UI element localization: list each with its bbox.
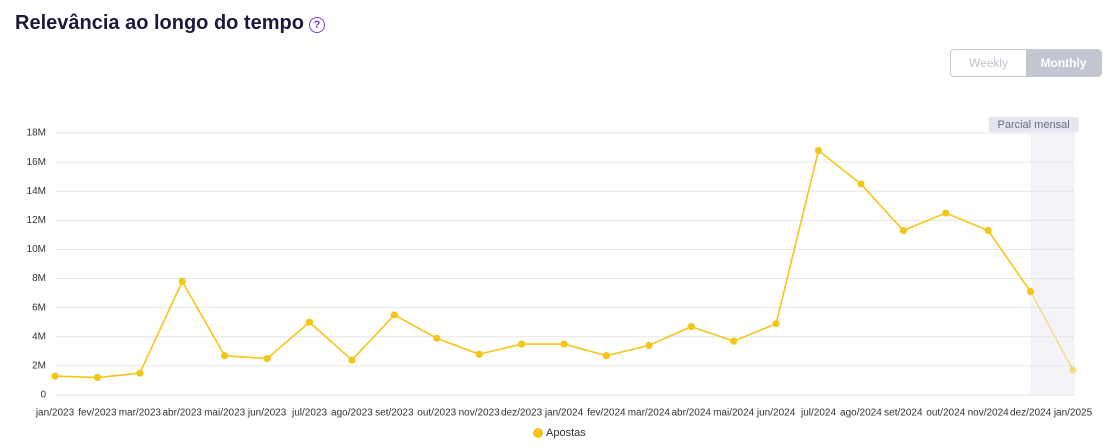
data-point (221, 352, 229, 360)
partial-region (1030, 133, 1075, 395)
x-tick-label: jan/2025 (1053, 408, 1093, 419)
data-point (305, 318, 314, 326)
x-tick-label: jul/2023 (291, 408, 327, 419)
data-point (136, 369, 144, 377)
y-tick-label: 12M (27, 215, 46, 226)
toggle-option[interactable]: Weekly (951, 50, 1026, 76)
x-tick-label: set/2024 (884, 408, 923, 419)
y-tick-label: 2M (32, 361, 46, 372)
data-point (942, 209, 950, 217)
y-tick-label: 18M (27, 128, 46, 139)
data-point (560, 340, 568, 348)
partial-label-bg (988, 117, 1079, 132)
title: Relevância ao longo do tempo (15, 12, 304, 34)
data-point (730, 337, 738, 345)
x-tick-label: out/2024 (926, 408, 965, 419)
y-tick-label: 8M (32, 273, 46, 284)
data-point (390, 311, 398, 319)
data-point (475, 350, 483, 358)
legend-label: Apostas (546, 427, 586, 439)
x-tick-label: ago/2024 (840, 408, 882, 419)
partial-label: Parcial mensal (998, 119, 1070, 131)
x-tick-label: dez/2023 (501, 408, 543, 419)
x-tick-label: jan/2023 (35, 408, 75, 419)
y-tick-label: 6M (32, 302, 46, 313)
x-tick-label: nov/2024 (968, 408, 1010, 419)
y-tick-label: 16M (27, 157, 46, 168)
y-tick-label: 10M (27, 244, 46, 255)
data-point (772, 320, 780, 328)
x-tick-label: mar/2024 (628, 408, 671, 419)
data-point (984, 226, 992, 235)
data-point (517, 340, 526, 348)
help-icon[interactable]: ? (309, 17, 325, 33)
toggle-option[interactable]: Monthly (1026, 50, 1101, 76)
data-point (433, 334, 441, 342)
data-point (687, 322, 695, 331)
x-tick-label: jan/2024 (544, 408, 584, 419)
data-point (263, 355, 271, 363)
data-point (814, 146, 823, 155)
y-tick-label: 14M (27, 186, 46, 197)
x-tick-label: nov/2023 (459, 408, 501, 419)
view-toggle: Weekly Monthly (950, 49, 1102, 77)
x-tick-label: fev/2023 (78, 408, 117, 419)
x-tick-label: mai/2023 (204, 408, 246, 419)
y-tick-label: 4M (32, 331, 46, 342)
data-point (51, 372, 59, 380)
x-tick-label: ago/2023 (331, 408, 373, 419)
y-tick-label: 0 (40, 390, 46, 401)
data-point (348, 356, 356, 364)
data-point (178, 277, 186, 286)
x-tick-label: abr/2024 (672, 408, 712, 419)
data-point (602, 352, 611, 360)
x-tick-label: jun/2023 (247, 408, 287, 419)
legend-swatch (533, 428, 543, 438)
x-tick-label: jun/2024 (756, 408, 796, 419)
x-tick-label: fev/2024 (587, 408, 626, 419)
data-point (1069, 366, 1077, 374)
x-tick-label: abr/2023 (163, 408, 203, 419)
data-point (645, 341, 653, 350)
x-tick-label: dez/2024 (1010, 408, 1052, 419)
data-point (1026, 288, 1035, 296)
x-tick-label: out/2023 (417, 408, 456, 419)
x-tick-label: jul/2024 (800, 408, 836, 419)
x-tick-label: set/2023 (375, 408, 414, 419)
data-point (93, 373, 102, 382)
x-tick-label: mar/2023 (119, 408, 162, 419)
data-point (899, 226, 907, 235)
x-tick-label: mai/2024 (713, 408, 755, 419)
data-point (857, 180, 865, 188)
